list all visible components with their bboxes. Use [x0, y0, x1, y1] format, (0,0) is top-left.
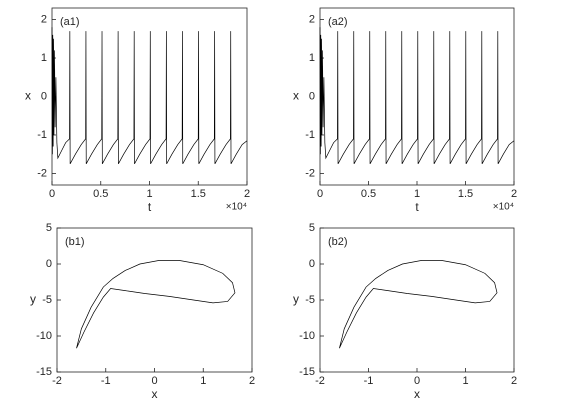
data-line	[319, 27, 515, 165]
panel-label: (a1)	[60, 16, 80, 28]
x-tick-label: 0	[317, 188, 323, 200]
y-tick-label: -10	[36, 330, 52, 342]
data-line	[51, 27, 248, 165]
data-line	[339, 260, 498, 349]
x-tick-label: 0.5	[93, 188, 108, 200]
y-tick-label: -5	[42, 294, 52, 306]
y-axis-label: x	[25, 89, 31, 103]
y-tick-label: -1	[305, 129, 315, 141]
x-tick-label: 2	[511, 375, 517, 387]
x-tick-label: -1	[364, 375, 374, 387]
x-axis-label: t	[415, 200, 419, 214]
x-tick-label: 1	[200, 375, 206, 387]
y-tick-label: 0	[309, 258, 315, 270]
y-tick-label: -5	[305, 294, 315, 306]
panel-label: (b1)	[65, 236, 85, 248]
x-tick-label: 0	[414, 375, 420, 387]
x-tick-label: 0	[49, 188, 55, 200]
y-axis-label: y	[30, 292, 36, 306]
x-tick-label: 1	[146, 188, 152, 200]
y-tick-label: 0	[41, 90, 47, 102]
y-tick-label: -15	[36, 366, 52, 378]
x-tick-label: -2	[52, 375, 62, 387]
y-tick-label: 5	[46, 222, 52, 234]
x-tick-label: 0	[151, 375, 157, 387]
x-multiplier: ×10⁴	[226, 202, 247, 213]
y-tick-label: -10	[299, 330, 315, 342]
y-tick-label: 1	[41, 52, 47, 64]
x-tick-label: -2	[315, 375, 325, 387]
y-tick-label: -1	[37, 129, 47, 141]
x-tick-label: 2	[511, 188, 517, 200]
x-tick-label: -1	[101, 375, 111, 387]
y-axis-label: x	[293, 89, 299, 103]
y-axis-label: y	[293, 292, 299, 306]
y-tick-label: -2	[305, 167, 315, 179]
y-tick-label: 0	[309, 90, 315, 102]
x-tick-label: 1.5	[458, 188, 473, 200]
y-tick-label: 2	[309, 13, 315, 25]
y-tick-label: -2	[37, 167, 47, 179]
x-tick-label: 1	[414, 188, 420, 200]
y-tick-label: -15	[299, 366, 315, 378]
panel-label: (a2)	[328, 16, 348, 28]
x-axis-label: t	[148, 200, 152, 214]
y-tick-label: 5	[309, 222, 315, 234]
axes-box	[56, 227, 253, 373]
x-axis-label: x	[414, 387, 420, 401]
x-tick-label: 1	[462, 375, 468, 387]
panel-label: (b2)	[328, 236, 348, 248]
x-tick-label: 1.5	[191, 188, 206, 200]
x-tick-label: 0.5	[361, 188, 376, 200]
y-tick-label: 1	[309, 52, 315, 64]
y-tick-label: 2	[41, 13, 47, 25]
data-line	[76, 260, 236, 349]
axes-box	[319, 227, 515, 373]
x-tick-label: 2	[249, 375, 255, 387]
x-tick-label: 2	[244, 188, 250, 200]
y-tick-label: 0	[46, 258, 52, 270]
x-axis-label: x	[152, 387, 158, 401]
x-multiplier: ×10⁴	[493, 202, 514, 213]
